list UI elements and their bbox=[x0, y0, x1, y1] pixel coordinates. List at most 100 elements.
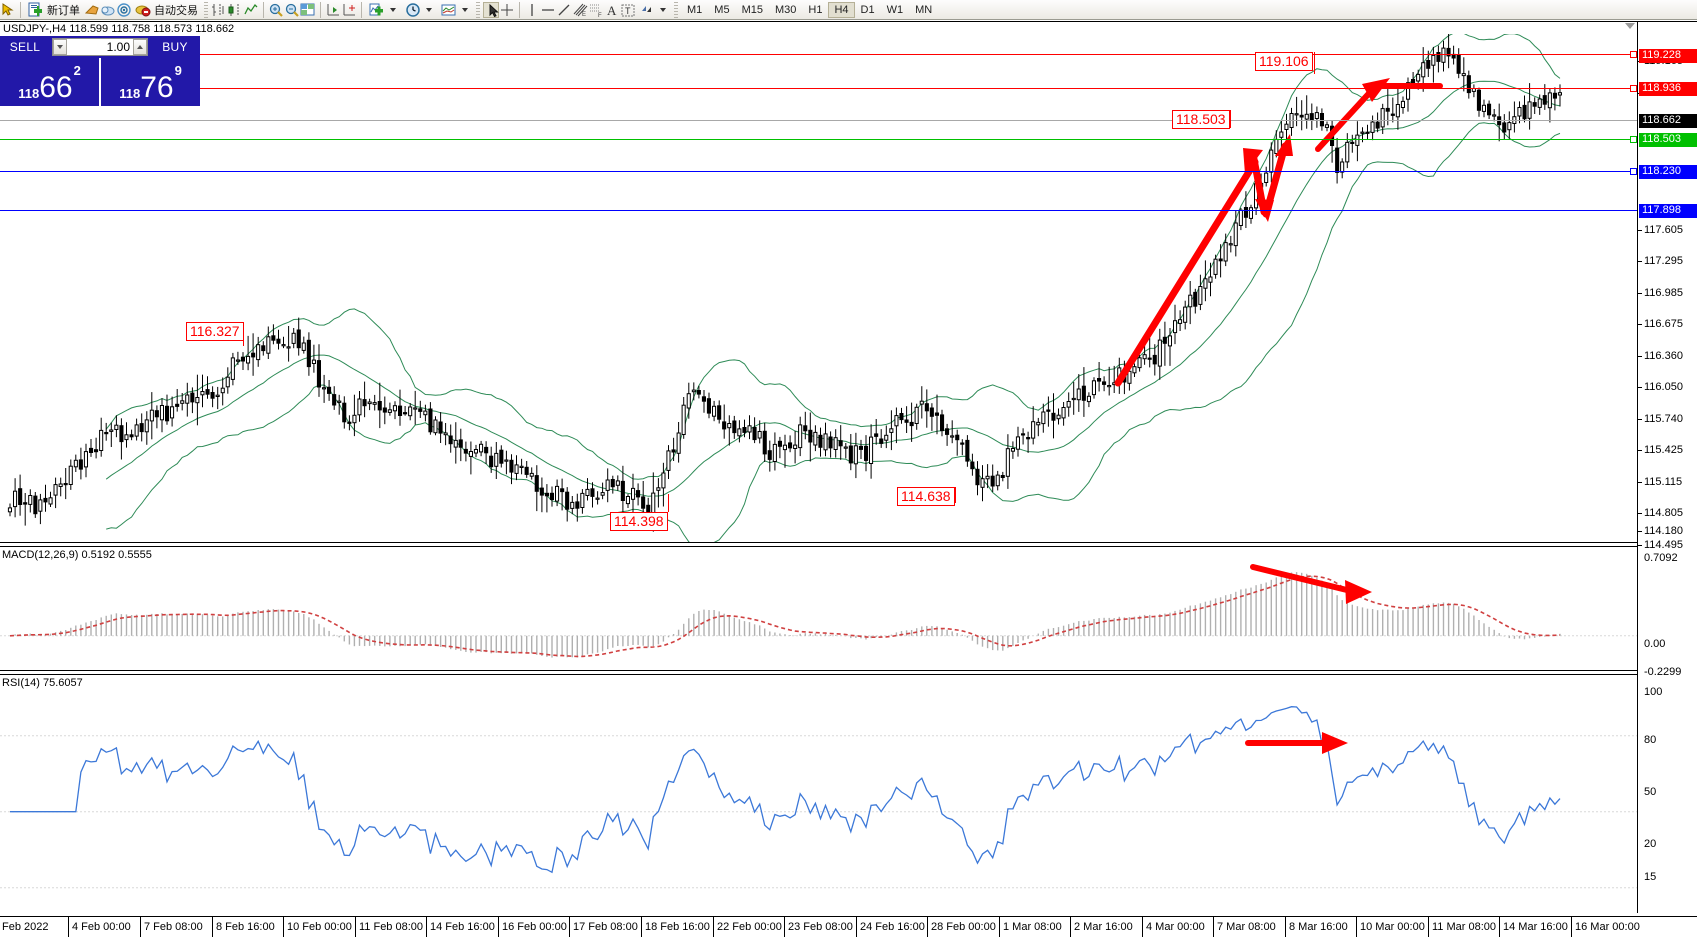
text-label-icon[interactable]: A bbox=[604, 2, 620, 18]
chart-shift-icon[interactable] bbox=[325, 2, 341, 18]
time-tick-label: 17 Feb 08:00 bbox=[573, 921, 638, 933]
sell-quote[interactable]: 118 66 2 bbox=[0, 58, 99, 106]
price-tick-mark bbox=[1638, 531, 1642, 532]
sell-button[interactable]: SELL bbox=[0, 36, 50, 58]
annotation-118503[interactable]: 118.503 bbox=[1172, 110, 1230, 129]
chevron-down-icon[interactable] bbox=[390, 7, 396, 12]
annotation-connector-4 bbox=[668, 494, 669, 512]
chart-window[interactable]: USDJPY-,H4 118.599 118.758 118.573 118.6… bbox=[0, 21, 1697, 937]
price-tick-mark bbox=[1638, 293, 1642, 294]
time-tick-separator bbox=[68, 917, 69, 937]
rsi-axis-label: 80 bbox=[1644, 734, 1657, 746]
level-line-118503[interactable] bbox=[0, 139, 1637, 140]
trendline-icon[interactable] bbox=[556, 2, 572, 18]
volume-stepper[interactable]: 1.00 bbox=[52, 38, 148, 56]
chevron-down-icon-3[interactable] bbox=[462, 7, 468, 12]
level-line-117898[interactable] bbox=[0, 210, 1637, 211]
timeframe-h4[interactable]: H4 bbox=[828, 1, 855, 18]
time-tick-label: 11 Mar 08:00 bbox=[1432, 921, 1497, 933]
svg-text:A: A bbox=[607, 3, 617, 18]
candlestick-chart-icon[interactable] bbox=[227, 2, 243, 18]
toolbar-grip-2[interactable] bbox=[476, 1, 480, 18]
timeframe-h1[interactable]: H1 bbox=[808, 3, 823, 16]
macd-axis-label: 0.00 bbox=[1644, 638, 1666, 650]
level-line-119228[interactable] bbox=[0, 54, 1637, 55]
toolbar-grip-3[interactable] bbox=[674, 1, 678, 18]
price-tick-label: 117.295 bbox=[1644, 255, 1683, 267]
price-axis[interactable]: 119.165118.855117.605117.295116.985116.6… bbox=[1637, 22, 1697, 913]
price-tick-mark bbox=[1638, 545, 1642, 546]
auto-scroll-icon[interactable] bbox=[341, 2, 357, 18]
chevron-down-icon-4[interactable] bbox=[660, 7, 666, 12]
price-level-tag-119228[interactable]: 119.228 bbox=[1639, 49, 1697, 63]
one-click-trading-panel[interactable]: SELL 1.00 BUY 118 66 2 118 76 9 bbox=[0, 36, 200, 106]
level-line-118936[interactable] bbox=[0, 88, 1637, 89]
level-line-118662[interactable] bbox=[0, 120, 1637, 121]
time-tick-separator bbox=[1428, 917, 1429, 937]
shapes-button[interactable] bbox=[636, 1, 672, 19]
bars-icon[interactable] bbox=[84, 2, 100, 18]
fibonacci-icon[interactable]: F bbox=[588, 2, 604, 18]
pointer-icon[interactable] bbox=[483, 1, 499, 18]
annotation-116327[interactable]: 116.327 bbox=[186, 322, 244, 341]
cloud-icon[interactable] bbox=[100, 2, 116, 18]
text-box-icon[interactable]: T bbox=[620, 2, 636, 18]
timeframe-d1[interactable]: D1 bbox=[860, 3, 875, 16]
macd-pane[interactable] bbox=[0, 547, 1637, 670]
time-tick-label: 18 Feb 16:00 bbox=[645, 921, 710, 933]
price-tick-label: 116.675 bbox=[1644, 318, 1683, 330]
scroll-indicator-icon[interactable] bbox=[1625, 23, 1635, 29]
price-level-tag-117898[interactable]: 117.898 bbox=[1639, 204, 1697, 218]
annotation-114638[interactable]: 114.638 bbox=[897, 487, 955, 506]
cursor-arrow-icon[interactable] bbox=[0, 2, 16, 18]
timeframe-w1[interactable]: W1 bbox=[886, 3, 904, 16]
vertical-line-icon[interactable] bbox=[524, 2, 540, 18]
zoom-out-icon[interactable] bbox=[284, 2, 300, 18]
rsi-pane[interactable] bbox=[0, 675, 1637, 913]
line-chart-icon[interactable] bbox=[243, 2, 259, 18]
timeframe-m15[interactable]: M15 bbox=[741, 3, 763, 16]
price-level-tag-118230[interactable]: 118.230 bbox=[1639, 165, 1697, 179]
price-level-tag-118936[interactable]: 118.936 bbox=[1639, 82, 1697, 96]
horizontal-line-icon[interactable] bbox=[540, 2, 556, 18]
level-handle-119228[interactable] bbox=[1630, 51, 1637, 58]
chevron-down-icon-2[interactable] bbox=[426, 7, 432, 12]
volume-value[interactable]: 1.00 bbox=[106, 40, 130, 54]
templates-button[interactable] bbox=[438, 1, 474, 19]
annotation-119106[interactable]: 119.106 bbox=[1255, 52, 1313, 71]
period-button[interactable] bbox=[402, 1, 438, 19]
data-window-icon[interactable] bbox=[300, 2, 316, 18]
crosshair-icon[interactable] bbox=[499, 2, 515, 18]
trade-panel-quotes-row: 118 66 2 118 76 9 bbox=[0, 58, 200, 106]
level-handle-118503[interactable] bbox=[1630, 136, 1637, 143]
volume-increase-button[interactable] bbox=[133, 39, 147, 55]
new-order-button[interactable]: 新订单 bbox=[25, 1, 84, 19]
timeframe-m1[interactable]: M1 bbox=[687, 3, 703, 16]
level-line-118230[interactable] bbox=[0, 171, 1637, 172]
price-level-tag-118662[interactable]: 118.662 bbox=[1639, 114, 1697, 128]
price-level-tag-118503[interactable]: 118.503 bbox=[1639, 133, 1697, 147]
auto-trading-button[interactable]: 自动交易 bbox=[132, 1, 202, 19]
annotation-114398[interactable]: 114.398 bbox=[610, 512, 668, 531]
timeframe-mn[interactable]: MN bbox=[915, 3, 933, 16]
toolbar-grip[interactable] bbox=[204, 1, 208, 18]
buy-button[interactable]: BUY bbox=[150, 36, 200, 58]
price-pane[interactable] bbox=[0, 34, 1637, 542]
timeframe-m5[interactable]: M5 bbox=[714, 3, 730, 16]
price-tick-label: 116.050 bbox=[1644, 381, 1683, 393]
timeframe-m30[interactable]: M30 bbox=[774, 3, 797, 16]
time-axis[interactable]: Feb 2022 4 Feb 00:00 7 Feb 08:00 8 Feb 16:0… bbox=[0, 916, 1697, 937]
price-tick-label: 116.360 bbox=[1644, 350, 1683, 362]
bar-chart-icon[interactable] bbox=[211, 2, 227, 18]
equidistant-channel-icon[interactable]: E bbox=[572, 2, 588, 18]
indicators-button[interactable] bbox=[366, 1, 402, 19]
buy-quote[interactable]: 118 76 9 bbox=[99, 58, 200, 106]
svg-text:F: F bbox=[598, 13, 602, 18]
level-handle-118936[interactable] bbox=[1630, 85, 1637, 92]
price-tick-mark bbox=[1638, 324, 1642, 325]
zoom-in-icon[interactable] bbox=[268, 2, 284, 18]
volume-decrease-button[interactable] bbox=[53, 39, 67, 55]
level-handle-118230[interactable] bbox=[1630, 168, 1637, 175]
signal-icon[interactable] bbox=[116, 2, 132, 18]
toolbar-divider-2 bbox=[263, 1, 264, 18]
